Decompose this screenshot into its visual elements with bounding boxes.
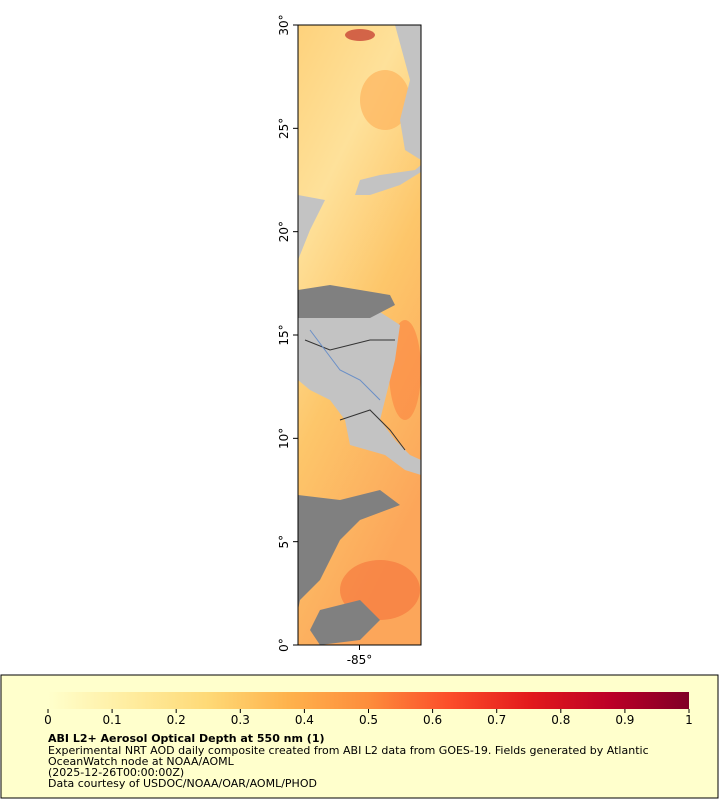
no-data (298, 490, 400, 610)
x-tick-label: -85° (347, 653, 373, 667)
colorbar-tick-label: 1 (685, 713, 693, 727)
aod-patch (345, 29, 375, 41)
legend-title: ABI L2+ Aerosol Optical Depth at 550 nm … (48, 732, 325, 745)
y-tick-label: 15° (277, 324, 291, 345)
colorbar-tick-label: 0.1 (103, 713, 122, 727)
border (339, 409, 406, 451)
river (309, 329, 381, 401)
colorbar (48, 692, 689, 709)
aod-patch (360, 70, 410, 130)
colorbar-tick-label: 0.5 (359, 713, 378, 727)
colorbar-tick-label: 0.2 (167, 713, 186, 727)
land (395, 25, 421, 160)
land (355, 165, 421, 195)
colorbar-tick-label: 0.3 (231, 713, 250, 727)
legend-text: (2025-12-26T00:00:00Z) (48, 766, 184, 779)
y-tick-label: 5° (277, 535, 291, 549)
y-tick-label: 25° (277, 118, 291, 139)
y-tick-label: 10° (277, 428, 291, 449)
no-data (310, 600, 380, 645)
colorbar-tick-label: 0.7 (487, 713, 506, 727)
colorbar-tick-label: 0.9 (615, 713, 634, 727)
legend-text: OceanWatch node at NOAA/AOML (48, 755, 235, 768)
colorbar-tick-label: 0.6 (423, 713, 442, 727)
colorbar-tick-label: 0.4 (295, 713, 314, 727)
map (297, 24, 422, 646)
colorbar-tick-label: 0 (44, 713, 52, 727)
y-tick-label: 20° (277, 221, 291, 242)
y-tick-label: 30° (277, 14, 291, 35)
y-tick-label: 0° (277, 638, 291, 652)
legend-text: Data courtesy of USDOC/NOAA/OAR/AOML/PHO… (48, 777, 317, 790)
no-data (298, 285, 395, 318)
colorbar-tick-label: 0.8 (551, 713, 570, 727)
border (304, 339, 395, 351)
land (298, 195, 325, 260)
legend-text: Experimental NRT AOD daily composite cre… (48, 744, 649, 757)
land (298, 312, 421, 475)
